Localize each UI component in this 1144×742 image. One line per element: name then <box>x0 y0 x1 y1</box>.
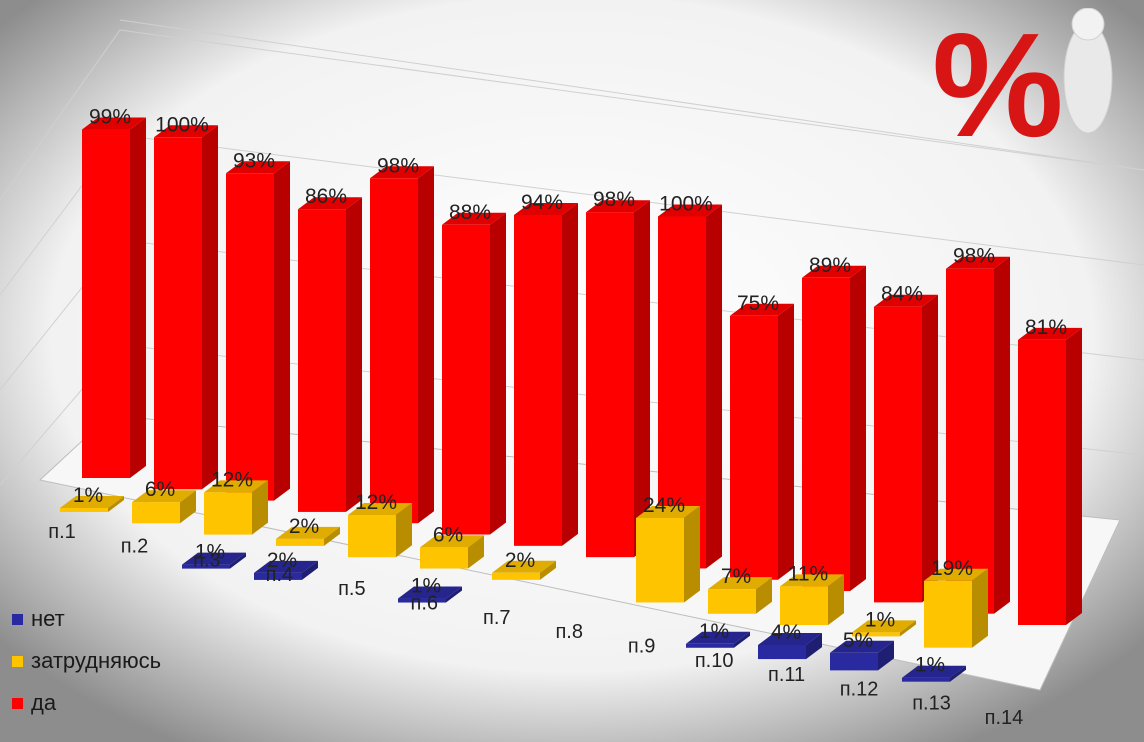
x-tick-label: п.5 <box>338 578 366 600</box>
bar <box>802 265 866 592</box>
bar <box>398 586 462 603</box>
data-label: 94% <box>521 191 563 214</box>
x-tick-label: п.3 <box>193 550 221 572</box>
data-label: 75% <box>737 292 779 315</box>
data-label: 2% <box>289 515 319 538</box>
data-label: 4% <box>771 621 801 644</box>
bar <box>298 197 362 512</box>
bar <box>946 256 1010 614</box>
legend-label-net: нет <box>31 606 65 631</box>
bar <box>586 200 650 558</box>
bar <box>60 496 124 512</box>
bar <box>204 480 268 535</box>
bar <box>182 552 246 569</box>
bar <box>852 620 916 637</box>
bar <box>924 568 988 648</box>
data-label: 11% <box>788 562 828 585</box>
legend-swatch-net <box>12 613 23 625</box>
x-tick-labels: п.1 п.2 п.3 п.4 п.5 п.6 п.7 п.8 п.9 п.10 п.11 п.12 п… <box>48 521 1023 729</box>
bar <box>730 303 794 580</box>
data-label: 1% <box>915 654 945 677</box>
data-label: 12% <box>211 468 253 491</box>
data-label: 1% <box>195 541 225 564</box>
data-label: 6% <box>145 478 175 501</box>
bar <box>514 202 578 546</box>
x-tick-label: п.11 <box>768 664 805 686</box>
gridline <box>119 19 1144 171</box>
bar <box>154 125 218 490</box>
data-label: 1% <box>699 620 729 643</box>
bar <box>82 117 146 479</box>
bar <box>874 294 938 603</box>
x-tick-label: п.4 <box>266 564 294 586</box>
legend-item-net: нет <box>12 606 161 632</box>
legend-swatch-da <box>12 697 23 709</box>
x-tick-label: п.9 <box>628 635 656 657</box>
data-label: 24% <box>643 494 685 517</box>
percent-logo-text: % <box>932 8 1064 148</box>
bar <box>226 161 290 501</box>
x-tick-label: п.12 <box>840 678 879 700</box>
legend-item-zatrudnyayus: затрудняюсь <box>12 648 161 674</box>
data-label: 84% <box>881 283 923 306</box>
data-label: 88% <box>449 201 491 224</box>
data-label: 1% <box>73 484 103 507</box>
bar <box>830 640 894 671</box>
legend-item-da: да <box>12 690 161 716</box>
data-label: 81% <box>1025 316 1067 339</box>
data-label: 100% <box>155 113 209 136</box>
data-label: 5% <box>843 629 873 652</box>
legend-label-da: да <box>31 690 57 715</box>
x-tick-label: п.2 <box>121 535 149 557</box>
x-tick-label: п.6 <box>411 593 439 615</box>
bar <box>492 560 556 580</box>
legend: нет затрудняюсь да <box>12 606 161 716</box>
data-label: 12% <box>355 491 397 514</box>
data-label: 6% <box>433 523 463 546</box>
x-tick-label: п.13 <box>912 693 951 715</box>
bar <box>780 574 844 626</box>
x-tick-label: п.1 <box>48 521 76 543</box>
gridline <box>0 29 1144 201</box>
x-tick-label: п.7 <box>483 607 511 629</box>
data-label: 98% <box>377 154 419 177</box>
bar <box>1018 327 1082 625</box>
bar <box>708 577 772 614</box>
data-label: 2% <box>267 549 297 572</box>
bar <box>132 490 196 524</box>
data-label: 100% <box>659 192 713 215</box>
x-tick-label: п.10 <box>695 650 734 672</box>
x-tick-label: п.8 <box>555 621 583 643</box>
bar <box>276 526 340 546</box>
data-label: 98% <box>593 188 635 211</box>
data-label: 89% <box>809 254 851 277</box>
bar <box>636 505 700 603</box>
data-label: 86% <box>305 185 347 208</box>
data-label: 1% <box>865 608 895 631</box>
bar <box>348 502 412 558</box>
bar <box>902 665 966 682</box>
data-label: 93% <box>233 149 275 172</box>
percent-logo: % <box>928 3 1128 168</box>
x-tick-label: п.14 <box>985 707 1024 729</box>
bar <box>442 212 506 535</box>
legend-swatch-zatrudnyayus <box>12 655 23 667</box>
bar <box>758 632 822 660</box>
bar <box>254 560 318 580</box>
bar <box>420 535 484 569</box>
data-label: 2% <box>505 549 535 572</box>
data-label: 99% <box>89 106 131 129</box>
bar <box>370 166 434 524</box>
data-label: 98% <box>953 245 995 268</box>
data-label: 1% <box>411 575 441 598</box>
bars: 81% 98% 84% 89% 75% 100% 98% 94% 88% 98% 86% 93% 100… <box>60 106 1082 682</box>
bar <box>686 631 750 648</box>
data-label: 7% <box>721 565 751 588</box>
data-label: 19% <box>931 557 973 580</box>
legend-label-zatrudnyayus: затрудняюсь <box>31 648 162 673</box>
